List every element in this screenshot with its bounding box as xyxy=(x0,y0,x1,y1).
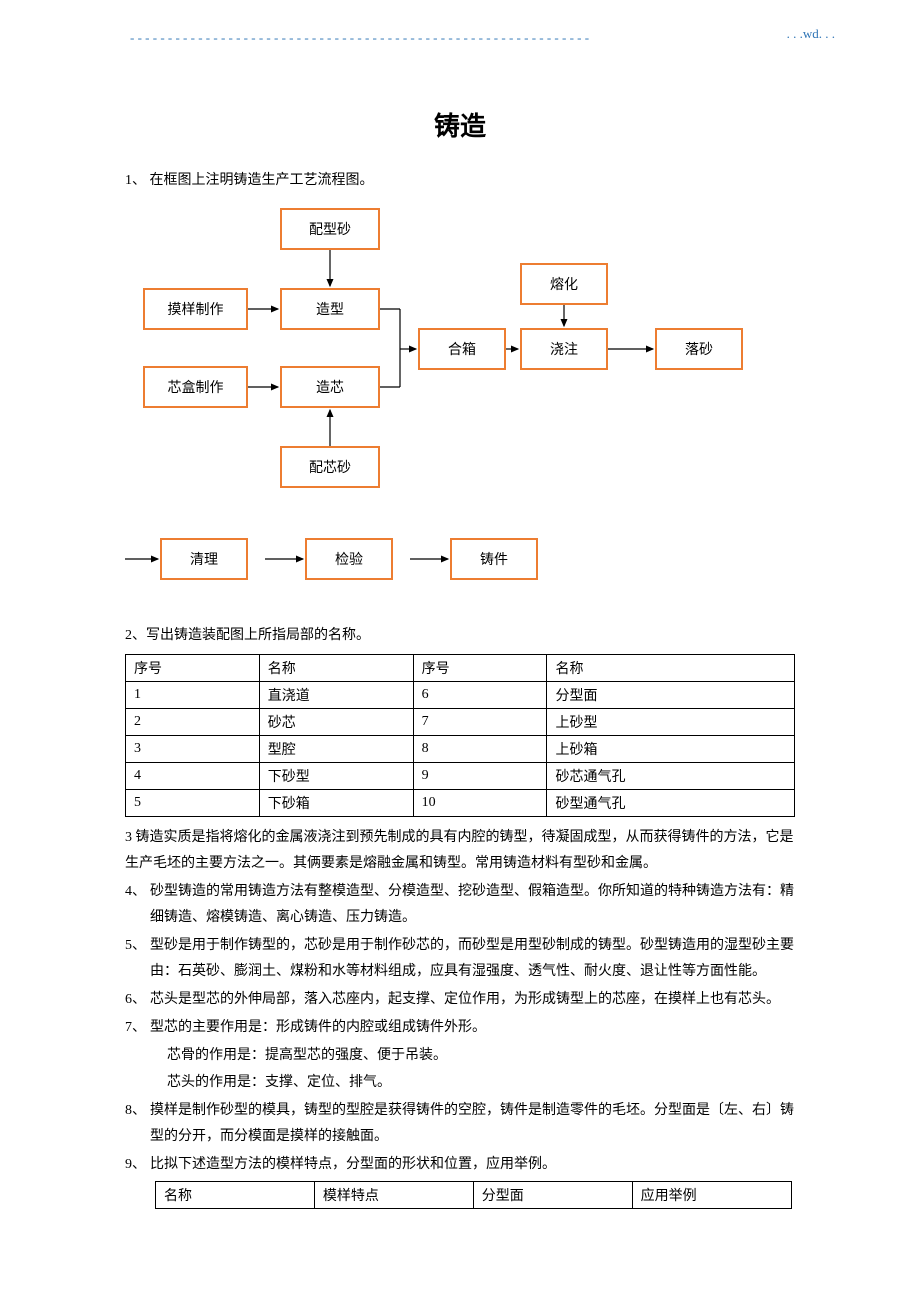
table-cell: 砂芯 xyxy=(259,709,413,736)
q9: 9、 比拟下述造型方法的模样特点，分型面的形状和位置，应用举例。 xyxy=(125,1152,795,1178)
table-cell: 1 xyxy=(126,682,260,709)
q7-sub1: 芯骨的作用是：提高型芯的强度、便于吊装。 xyxy=(125,1043,795,1069)
table-parts: 序号名称序号名称1直浇道6分型面2砂芯7上砂型3型腔8上砂箱4下砂型9砂芯通气孔… xyxy=(125,654,795,817)
table-row: 2砂芯7上砂型 xyxy=(126,709,795,736)
table-cell: 4 xyxy=(126,763,260,790)
table-row: 名称 模样特点 分型面 应用举例 xyxy=(156,1181,792,1208)
box-zhujian: 铸件 xyxy=(450,538,538,580)
box-zaoxin: 造芯 xyxy=(280,366,380,408)
table-header-cell: 序号 xyxy=(126,655,260,682)
table-header-cell: 序号 xyxy=(413,655,547,682)
table-cell: 下砂箱 xyxy=(259,790,413,817)
box-peixinsha: 配芯砂 xyxy=(280,446,380,488)
page-title: 铸造 xyxy=(50,106,870,143)
table-cell: 下砂型 xyxy=(259,763,413,790)
box-peixingsha: 配型砂 xyxy=(280,208,380,250)
q7-sub2: 芯头的作用是：支撑、定位、排气。 xyxy=(125,1070,795,1096)
table-row: 4下砂型9砂芯通气孔 xyxy=(126,763,795,790)
q4: 4、 砂型铸造的常用铸造方法有整模造型、分模造型、挖砂造型、假箱造型。你所知道的… xyxy=(125,879,795,931)
box-zaoxing: 造型 xyxy=(280,288,380,330)
table-header-cell: 名称 xyxy=(547,655,795,682)
box-ronghua: 熔化 xyxy=(520,263,608,305)
table-cell: 砂芯通气孔 xyxy=(547,763,795,790)
q1-label: 1、 在框图上注明铸造生产工艺流程图。 xyxy=(125,168,795,193)
th-name: 名称 xyxy=(156,1181,315,1208)
header-wd: . . .wd. . . xyxy=(787,26,835,42)
table-cell: 上砂箱 xyxy=(547,736,795,763)
table-cell: 10 xyxy=(413,790,547,817)
table-cell: 砂型通气孔 xyxy=(547,790,795,817)
box-jiaozhu: 浇注 xyxy=(520,328,608,370)
th-feature: 模样特点 xyxy=(314,1181,473,1208)
box-moyang: 摸样制作 xyxy=(143,288,248,330)
q3-text: 3 铸造实质是指将熔化的金属液浇注到预先制成的具有内腔的铸型，待凝固成型，从而获… xyxy=(125,825,795,877)
box-jianyan: 检验 xyxy=(305,538,393,580)
q7: 7、 型芯的主要作用是：形成铸件的内腔或组成铸件外形。 xyxy=(125,1015,795,1041)
table-row: 1直浇道6分型面 xyxy=(126,682,795,709)
table-row: 3型腔8上砂箱 xyxy=(126,736,795,763)
table-cell: 9 xyxy=(413,763,547,790)
table-cell: 3 xyxy=(126,736,260,763)
table-cell: 上砂型 xyxy=(547,709,795,736)
q2-label: 2、写出铸造装配图上所指局部的名称。 xyxy=(125,623,795,648)
box-hexiang: 合箱 xyxy=(418,328,506,370)
flowchart-row2: 清理 检验 铸件 xyxy=(125,538,795,598)
box-qingli: 清理 xyxy=(160,538,248,580)
table-cell: 型腔 xyxy=(259,736,413,763)
table-cell: 直浇道 xyxy=(259,682,413,709)
th-parting: 分型面 xyxy=(473,1181,632,1208)
box-luosha: 落砂 xyxy=(655,328,743,370)
table-cell: 5 xyxy=(126,790,260,817)
table-cell: 2 xyxy=(126,709,260,736)
flowchart: 配型砂 摸样制作 造型 芯盒制作 造芯 配芯砂 熔化 合箱 浇注 落砂 xyxy=(125,208,795,518)
q5: 5、 型砂是用于制作铸型的，芯砂是用于制作砂芯的，而砂型是用型砂制成的铸型。砂型… xyxy=(125,933,795,985)
table-cell: 6 xyxy=(413,682,547,709)
table-cell: 分型面 xyxy=(547,682,795,709)
box-xinhe: 芯盒制作 xyxy=(143,366,248,408)
header-dashes: - - - - - - - - - - - - - - - - - - - - … xyxy=(130,30,840,46)
th-example: 应用举例 xyxy=(632,1181,791,1208)
table-q9: 名称 模样特点 分型面 应用举例 xyxy=(155,1181,792,1209)
q8: 8、 摸样是制作砂型的模具，铸型的型腔是获得铸件的空腔，铸件是制造零件的毛坯。分… xyxy=(125,1098,795,1150)
table-cell: 7 xyxy=(413,709,547,736)
q6: 6、 芯头是型芯的外伸局部，落入芯座内，起支撑、定位作用，为形成铸型上的芯座，在… xyxy=(125,987,795,1013)
table-row: 5下砂箱10砂型通气孔 xyxy=(126,790,795,817)
table-cell: 8 xyxy=(413,736,547,763)
table-row: 序号名称序号名称 xyxy=(126,655,795,682)
table-header-cell: 名称 xyxy=(259,655,413,682)
